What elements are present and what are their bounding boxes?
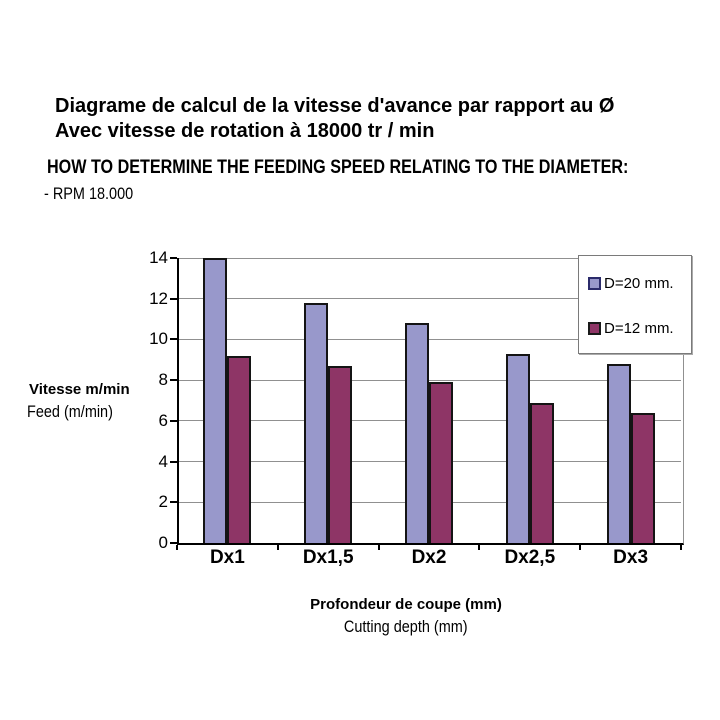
bar-d12mm <box>630 412 655 543</box>
x-axis-tick <box>276 545 279 550</box>
x-axis-title-english-text: Cutting depth (mm) <box>344 617 468 636</box>
chart-title-english-text: HOW TO DETERMINE THE FEEDING SPEED RELAT… <box>47 157 629 178</box>
legend-entry-d12: D=12 mm. <box>588 320 674 337</box>
legend-label-d20: D=20 mm. <box>604 275 674 292</box>
legend-label-d12: D=12 mm. <box>604 320 674 337</box>
y-axis-title-english-text: Feed (m/min) <box>27 402 113 421</box>
gridline <box>177 379 681 381</box>
chart-title-line2: Avec vitesse de rotation à 18000 tr / mi… <box>55 120 435 142</box>
y-axis-tick <box>170 542 177 544</box>
y-axis-tick <box>170 501 177 504</box>
bar-d12mm <box>429 382 453 543</box>
rpm-note: - RPM 18.000 <box>44 184 149 204</box>
chart-title-line1: Diagrame de calcul de la vitesse d'avanc… <box>55 95 615 117</box>
bar-d12mm <box>529 402 554 543</box>
x-axis-title-english: Cutting depth (mm) <box>256 617 556 637</box>
y-axis-tick <box>170 379 177 382</box>
x-axis-title-french: Profondeur de coupe (mm) <box>310 596 502 613</box>
y-axis-title-french: Vitesse m/min <box>29 381 130 398</box>
x-category-label: Dx1 <box>209 547 245 568</box>
chart-title-english: HOW TO DETERMINE THE FEEDING SPEED RELAT… <box>47 157 720 179</box>
x-category-label: Dx2,5 <box>504 547 556 568</box>
y-axis-tick <box>170 460 177 463</box>
y-axis-title-english: Feed (m/min) <box>27 402 128 422</box>
bar-d12mm <box>227 355 252 543</box>
y-tick-label: 8 <box>158 370 168 390</box>
y-axis-tick <box>170 257 177 259</box>
x-axis-tick <box>176 545 178 550</box>
bar-d20mm <box>203 258 228 543</box>
chart-title-french: Diagrame de calcul de la vitesse d'avanc… <box>55 94 614 144</box>
x-axis-tick <box>377 545 380 550</box>
rpm-note-text: - RPM 18.000 <box>44 184 134 203</box>
bar-d20mm <box>505 353 530 543</box>
y-tick-label: 12 <box>149 288 168 308</box>
gridline <box>177 298 681 300</box>
y-axis-tick <box>170 297 177 300</box>
bar-d20mm <box>405 323 429 543</box>
legend-swatch-d12-icon <box>588 322 601 335</box>
x-category-label: Dx1,5 <box>302 547 354 568</box>
gridline <box>177 257 681 259</box>
y-tick-label: 0 <box>158 533 168 552</box>
bar-d12mm <box>328 365 353 543</box>
legend-swatch-d20-icon <box>588 277 601 290</box>
x-axis-tick <box>579 545 582 550</box>
y-tick-label: 6 <box>158 410 168 430</box>
y-tick-label: 4 <box>158 451 168 471</box>
y-axis-tick <box>170 338 177 341</box>
x-axis-tick <box>680 545 682 550</box>
legend-entry-d20: D=20 mm. <box>588 275 674 292</box>
y-tick-label: 14 <box>149 248 168 267</box>
y-axis-tick <box>170 419 177 422</box>
gridline <box>177 338 681 340</box>
bar-d20mm <box>606 363 631 543</box>
bar-d20mm <box>304 302 329 543</box>
x-category-label: Dx2 <box>411 547 447 568</box>
y-tick-label: 10 <box>149 329 168 349</box>
legend: D=20 mm. D=12 mm. <box>578 255 692 354</box>
x-category-label: Dx3 <box>613 547 649 568</box>
x-axis-tick <box>478 545 481 550</box>
y-tick-label: 2 <box>158 492 168 512</box>
